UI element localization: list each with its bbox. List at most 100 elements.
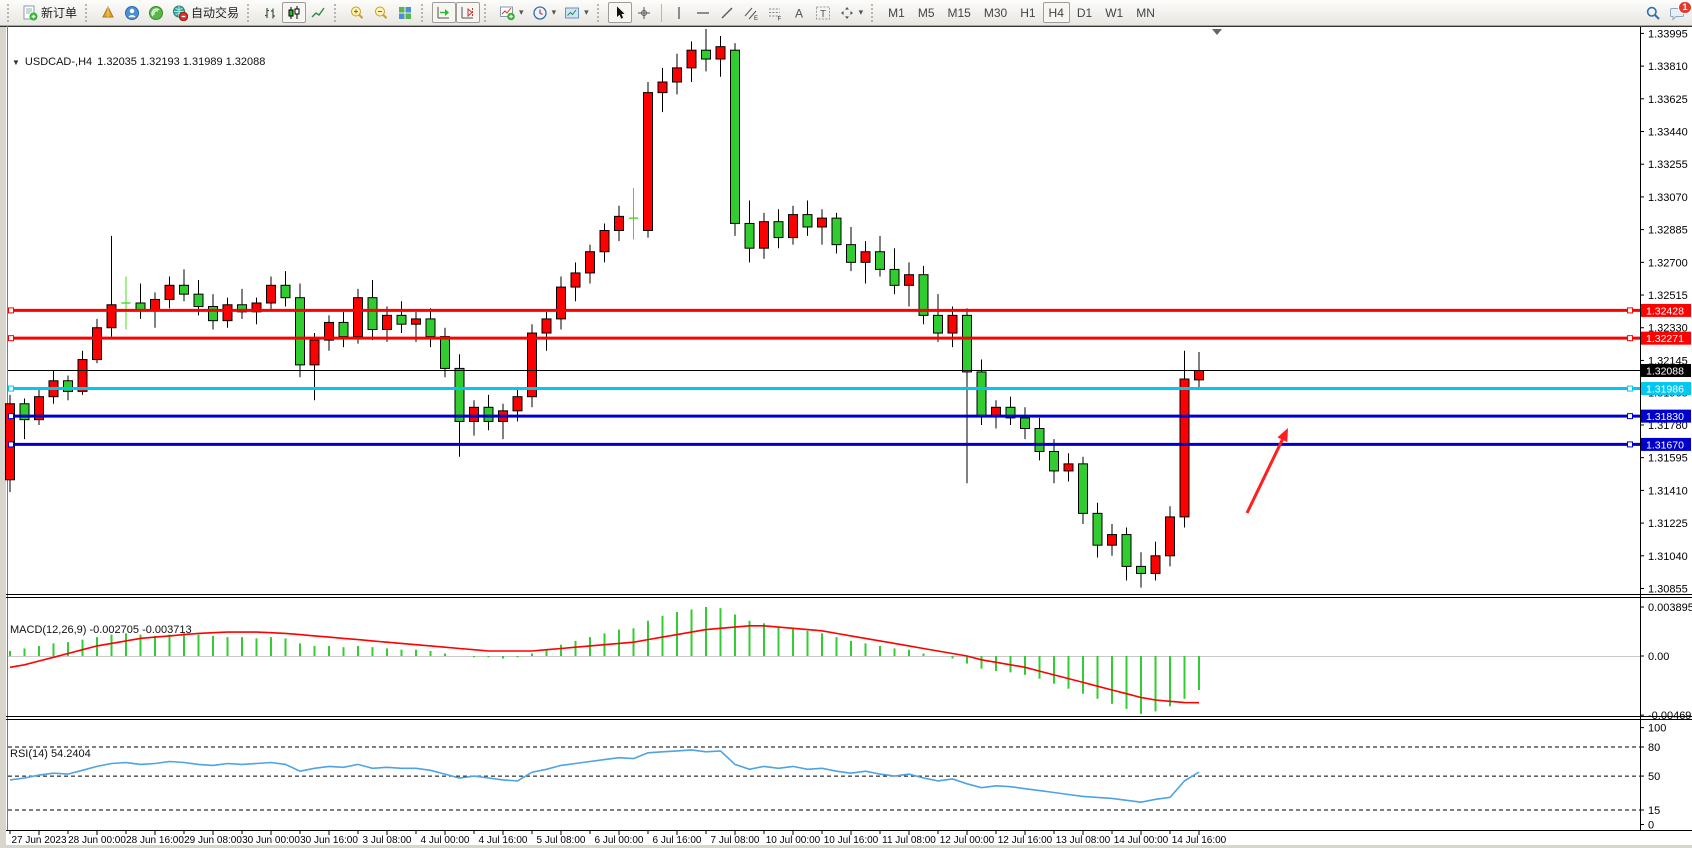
price-line-handle[interactable] bbox=[1627, 307, 1633, 314]
y-axis-tick-label: 1.31780 bbox=[1648, 420, 1688, 432]
time-axis-label: 30 Jun 16:00 bbox=[300, 835, 358, 846]
timeframe-h4-button[interactable]: H4 bbox=[1042, 2, 1070, 23]
timeframe-m5-button[interactable]: M5 bbox=[912, 2, 941, 23]
line-chart-icon bbox=[311, 7, 325, 17]
y-axis-tick-label: 1.33255 bbox=[1648, 159, 1688, 171]
candle-body bbox=[904, 274, 914, 286]
candle-body bbox=[599, 230, 610, 253]
trendline-button[interactable] bbox=[715, 2, 739, 23]
candle-body bbox=[367, 297, 378, 331]
price-line-handle[interactable] bbox=[1627, 441, 1633, 448]
channel-icon: E bbox=[744, 7, 758, 21]
periods-button[interactable]: ▾ bbox=[528, 2, 561, 23]
y-axis-tick-label: 1.31040 bbox=[1648, 551, 1688, 563]
candle-body bbox=[77, 359, 88, 392]
candle-body bbox=[164, 284, 175, 300]
zoom-in-button[interactable] bbox=[345, 2, 369, 23]
text-button[interactable]: A bbox=[787, 2, 811, 23]
candle-body bbox=[1049, 450, 1059, 472]
candlestick-chart-button[interactable] bbox=[282, 2, 307, 23]
price-line-handle[interactable] bbox=[8, 307, 14, 314]
candle-body bbox=[222, 304, 233, 322]
time-axis-label: 14 Jul 16:00 bbox=[1172, 835, 1227, 846]
periods-dropdown-caret: ▾ bbox=[551, 7, 557, 17]
indicators-button[interactable]: ▾ bbox=[495, 2, 528, 23]
tile-windows-button[interactable] bbox=[393, 2, 417, 23]
quotes-button[interactable] bbox=[96, 2, 120, 23]
profile-icon bbox=[125, 5, 140, 20]
candle-body bbox=[1020, 417, 1030, 430]
candle-body bbox=[483, 406, 494, 422]
line-chart-button[interactable] bbox=[306, 2, 330, 23]
bar-chart-button[interactable] bbox=[258, 2, 282, 23]
new-order-button[interactable]: 新订单 bbox=[18, 2, 81, 23]
toolbar-grip bbox=[334, 3, 341, 22]
y-axis-tick-label: 1.33625 bbox=[1648, 94, 1688, 106]
chart-shift-button[interactable] bbox=[456, 2, 481, 23]
fibonacci-button[interactable]: F bbox=[763, 2, 787, 23]
zoom-out-icon bbox=[375, 6, 388, 19]
equidistant-channel-button[interactable]: E bbox=[739, 2, 763, 23]
arrows-tool-button[interactable]: ▾ bbox=[835, 2, 868, 23]
price-line-handle[interactable] bbox=[8, 413, 14, 420]
candle-body bbox=[208, 306, 218, 322]
timeframe-d1-button[interactable]: D1 bbox=[1071, 2, 1098, 23]
macd-signal-line bbox=[9, 624, 1200, 704]
horizontal-line-button[interactable] bbox=[691, 2, 715, 23]
time-axis-label: 6 Jul 16:00 bbox=[653, 835, 702, 846]
y-axis-tick-label: 1.31225 bbox=[1648, 518, 1688, 530]
candle-body bbox=[425, 318, 436, 338]
price-line-handle[interactable] bbox=[1627, 335, 1633, 342]
bar-chart-icon bbox=[265, 7, 276, 18]
cursor-button[interactable] bbox=[607, 2, 632, 23]
search-button[interactable] bbox=[1641, 2, 1665, 23]
price-tag bbox=[1641, 303, 1691, 317]
price-tag-label: 1.32088 bbox=[1646, 366, 1684, 378]
community-button[interactable] bbox=[120, 2, 144, 23]
y-axis-tick-label: 1.33070 bbox=[1648, 192, 1688, 204]
timeframe-m30-button[interactable]: M30 bbox=[978, 2, 1013, 23]
price-line-handle[interactable] bbox=[1627, 385, 1633, 392]
candle-body bbox=[860, 251, 871, 263]
candle-body bbox=[19, 403, 30, 421]
toolbar-grip bbox=[484, 3, 491, 22]
arrow-annotation[interactable] bbox=[1245, 439, 1284, 514]
price-tag bbox=[1641, 409, 1691, 423]
price-chart-canvas[interactable]: 1.33995 1.33810 1.33625 1.33440 1.33255 1.330… bbox=[0, 26, 1692, 848]
zoom-out-button[interactable] bbox=[369, 2, 393, 23]
time-axis-label: 10 Jul 00:00 bbox=[766, 835, 821, 846]
price-line-handle[interactable] bbox=[8, 441, 14, 448]
chart-menu-arrow[interactable]: ▼ bbox=[12, 57, 20, 67]
arrow-annotation-head[interactable] bbox=[1277, 428, 1288, 443]
templates-button[interactable]: ▾ bbox=[560, 2, 593, 23]
time-axis-label: 30 Jun 00:00 bbox=[242, 835, 300, 846]
rsi-axis-label: 100 bbox=[1648, 723, 1666, 735]
chart-symbol-label: USDCAD-,H4 bbox=[24, 56, 93, 68]
candle-body bbox=[933, 314, 943, 334]
time-axis-label: 13 Jul 08:00 bbox=[1056, 835, 1111, 846]
auto-scroll-button[interactable] bbox=[432, 2, 457, 23]
timeframe-m1-button[interactable]: M1 bbox=[882, 2, 911, 23]
crosshair-button[interactable] bbox=[632, 2, 656, 23]
timeframe-h1-button[interactable]: H1 bbox=[1014, 2, 1041, 23]
price-line-handle[interactable] bbox=[1627, 413, 1633, 420]
candle-body bbox=[1063, 463, 1074, 472]
autotrading-button[interactable]: 自动交易 bbox=[168, 2, 243, 23]
timeframe-w1-button[interactable]: W1 bbox=[1099, 2, 1129, 23]
candle-body bbox=[106, 304, 117, 329]
rsi-pane-label: RSI(14) 54.2404 bbox=[10, 748, 91, 760]
quotes-icon bbox=[102, 5, 114, 17]
chart-shift-marker[interactable] bbox=[1212, 29, 1222, 35]
time-axis-label: 11 Jul 08:00 bbox=[882, 835, 936, 846]
candle-body bbox=[831, 217, 842, 246]
notifications-button[interactable]: 1 bbox=[1665, 1, 1692, 23]
vertical-line-button[interactable] bbox=[667, 2, 691, 23]
price-line-handle[interactable] bbox=[8, 385, 14, 392]
price-line-handle[interactable] bbox=[8, 335, 14, 342]
timeframe-m15-button[interactable]: M15 bbox=[942, 2, 977, 23]
text-label-button[interactable]: T bbox=[811, 2, 835, 23]
signals-button[interactable] bbox=[144, 2, 168, 23]
candle-body bbox=[63, 380, 73, 392]
timeframe-mn-button[interactable]: MN bbox=[1130, 2, 1161, 23]
autotrading-label: 自动交易 bbox=[191, 6, 240, 20]
